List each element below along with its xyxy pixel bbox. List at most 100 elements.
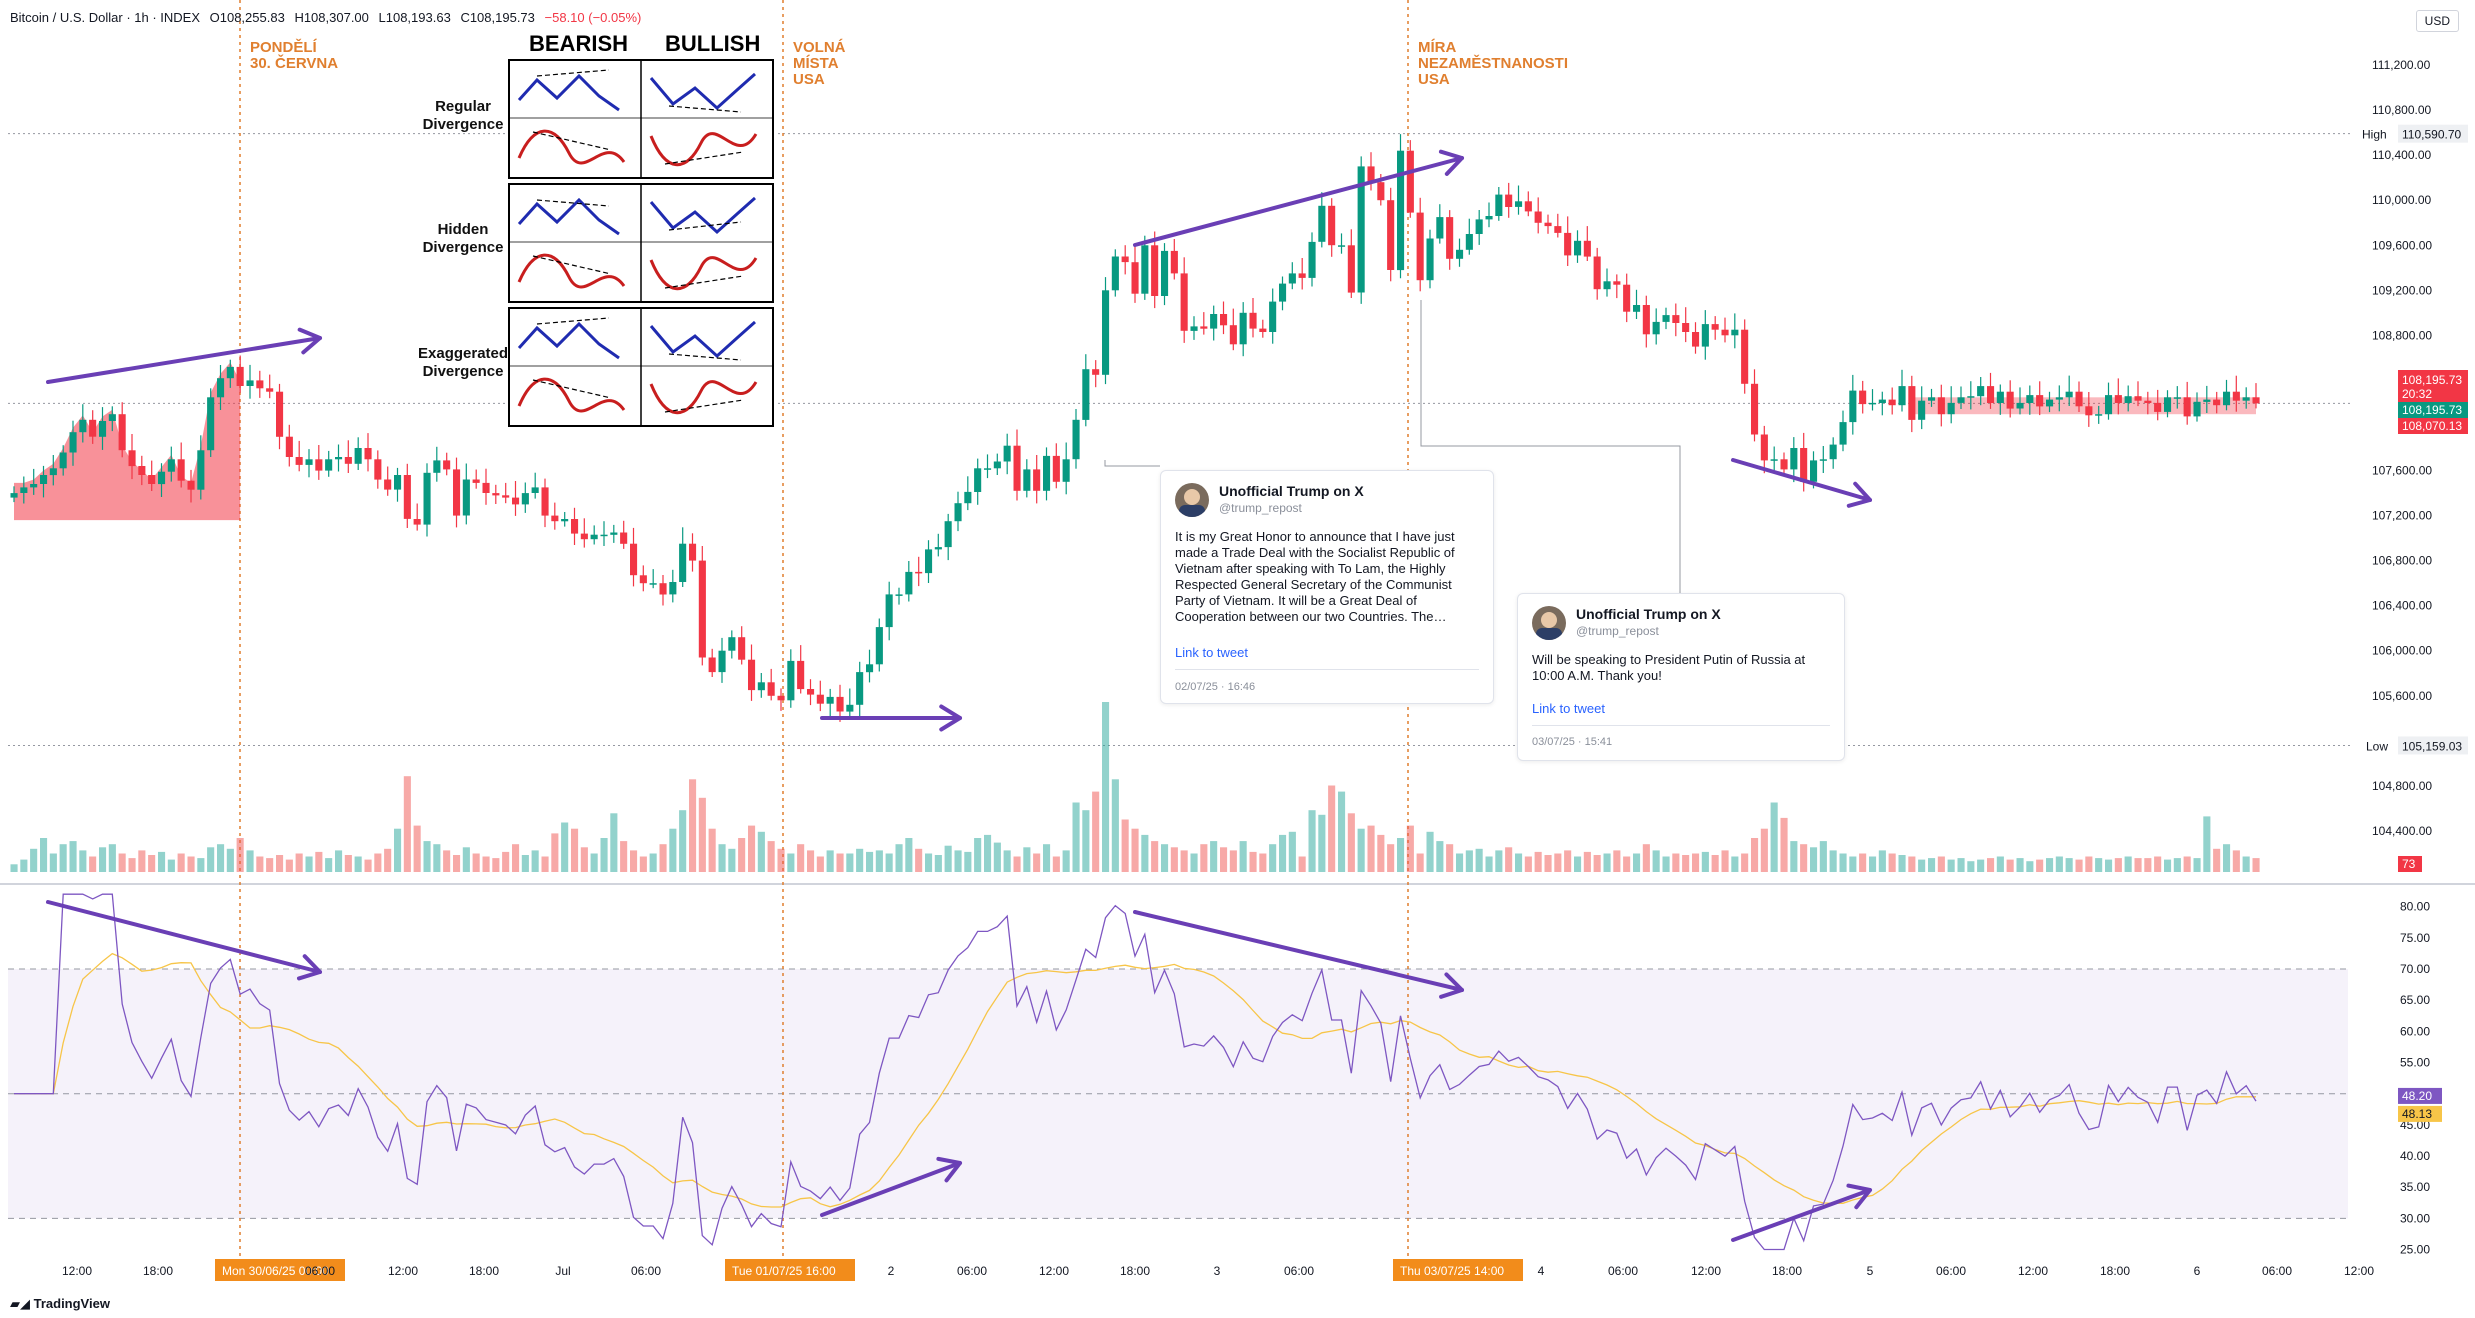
candle-body — [1308, 241, 1316, 278]
rsi-ma-value: 48.13 — [2402, 1107, 2432, 1121]
candle — [1593, 247, 1601, 300]
volume-bar — [1288, 831, 1296, 872]
ohlc-low: L108,193.63 — [378, 10, 451, 25]
candle — [895, 587, 903, 605]
volume-bar — [1111, 779, 1119, 872]
candle-body — [2055, 397, 2063, 400]
volume-bar — [1190, 853, 1198, 872]
candle — [108, 406, 116, 432]
candle-body — [443, 460, 451, 470]
candle — [1711, 316, 1719, 340]
volume-bar — [1662, 856, 1670, 872]
candle — [1092, 360, 1100, 388]
candle-body — [1819, 459, 1827, 461]
candle — [2016, 387, 2024, 415]
volume-bar — [1829, 850, 1837, 872]
candle — [1633, 289, 1641, 319]
candle-body — [925, 549, 933, 574]
tweet-link[interactable]: Link to tweet — [1175, 645, 1248, 660]
candle-body — [1613, 281, 1621, 285]
volume-bar — [433, 844, 441, 872]
candle — [1957, 386, 1965, 409]
candle-body — [1200, 326, 1208, 329]
legend-trendline — [668, 105, 742, 113]
time-tick-label: 18:00 — [1772, 1264, 1802, 1278]
volume-bar — [512, 844, 520, 872]
legend-bearish-header: BEARISH — [529, 31, 629, 56]
divergence-arrow-line — [46, 900, 322, 974]
candle — [433, 446, 441, 482]
candle — [2242, 387, 2250, 409]
candle-body — [325, 459, 333, 471]
volume-bar — [128, 858, 136, 872]
volume-bar — [1583, 851, 1591, 872]
candle-body — [1229, 325, 1237, 345]
candle-body — [836, 696, 844, 712]
volume-bar — [1859, 853, 1867, 872]
tweet-card-vietnam[interactable]: Unofficial Trump on X @trump_repost It i… — [1160, 470, 1494, 704]
currency-button[interactable]: USD — [2415, 10, 2459, 32]
divergence-arrow-head — [297, 327, 322, 355]
volume-bar — [1987, 858, 1995, 872]
tweet-connector — [1420, 300, 1681, 593]
volume-bar — [767, 841, 775, 872]
candle — [767, 668, 775, 701]
tradingview-logo[interactable]: ▰◢ TradingView — [10, 1296, 110, 1312]
candle — [1760, 425, 1768, 474]
rsi-tick-label: 30.00 — [2400, 1211, 2430, 1225]
candle — [531, 472, 539, 499]
volume-bar — [1957, 858, 1965, 872]
candle — [2085, 392, 2093, 427]
time-tick-label: 18:00 — [2100, 1264, 2130, 1278]
volume-bar — [40, 838, 48, 872]
legend-trendline — [532, 379, 612, 399]
candle-body — [167, 459, 175, 472]
candle-body — [79, 419, 87, 433]
candle-body — [993, 461, 1001, 469]
candle-body — [1043, 455, 1051, 491]
candle — [600, 521, 608, 546]
volume-bar — [1544, 855, 1552, 872]
rsi-ma-badge — [2398, 1105, 2442, 1122]
candle-body — [2036, 395, 2044, 407]
volume-bar — [403, 776, 411, 872]
candle — [1288, 262, 1296, 290]
candle — [89, 410, 97, 444]
candle — [1603, 268, 1611, 297]
candle — [1692, 322, 1700, 354]
candle — [2144, 391, 2152, 415]
candle-body — [1367, 166, 1375, 183]
candle — [679, 527, 687, 587]
candle — [453, 457, 461, 528]
candle — [1298, 258, 1306, 290]
candle — [1878, 391, 1886, 416]
tweet-card-putin[interactable]: Unofficial Trump on X @trump_repost Will… — [1517, 593, 1845, 761]
candle-body — [69, 432, 77, 453]
candle-body — [1062, 459, 1070, 482]
volume-bar — [1052, 856, 1060, 872]
candle — [649, 569, 657, 589]
candle — [885, 581, 893, 641]
volume-bar — [482, 856, 490, 872]
candle — [1485, 202, 1493, 228]
volume-bar — [118, 853, 126, 872]
candle — [1318, 192, 1326, 248]
candle-body — [1180, 273, 1188, 331]
volume-bar — [49, 853, 57, 872]
volume-bar — [836, 853, 844, 872]
volume-bar — [1869, 856, 1877, 872]
candle-body — [1888, 399, 1896, 406]
candle — [384, 466, 392, 496]
volume-bar — [895, 844, 903, 872]
candle — [1751, 369, 1759, 442]
volume-bar — [551, 833, 559, 872]
tweet-link[interactable]: Link to tweet — [1532, 701, 1605, 716]
candle-body — [1957, 397, 1965, 403]
volume-bar — [1819, 841, 1827, 872]
volume-bar — [1102, 702, 1110, 872]
candle-body — [344, 457, 352, 464]
volume-bar — [59, 844, 67, 872]
volume-bar — [2213, 848, 2221, 872]
